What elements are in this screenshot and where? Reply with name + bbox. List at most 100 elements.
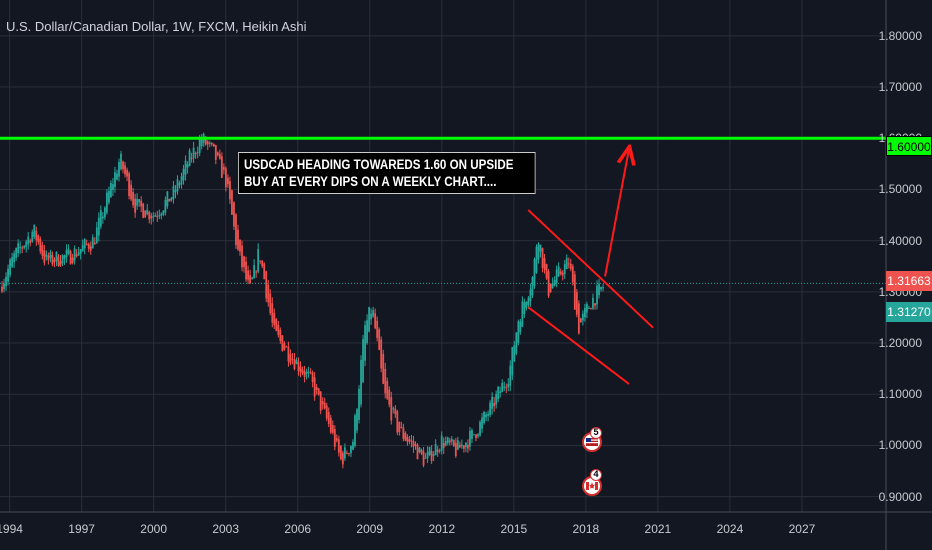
candle-body	[481, 417, 483, 429]
candle-body	[416, 444, 419, 460]
candle-body	[247, 270, 249, 280]
candle-body	[218, 153, 221, 159]
candle-body	[91, 237, 94, 249]
candle-body	[206, 141, 209, 145]
candle-body	[420, 449, 423, 454]
candle-body	[382, 354, 385, 384]
candle-body	[152, 216, 155, 218]
annotation-box[interactable]: USDCAD HEADING TOWAREDS 1.60 ON UPSIDE B…	[238, 152, 536, 194]
candle-body	[491, 396, 494, 409]
candle-body	[301, 369, 304, 374]
candle-body	[372, 310, 375, 317]
candle-body	[343, 447, 346, 459]
candle-body	[495, 393, 498, 405]
candle-body	[418, 447, 421, 453]
candle-body	[543, 258, 546, 271]
candle-body	[114, 172, 116, 188]
candle-body	[319, 391, 322, 411]
candle-body	[184, 160, 187, 175]
candle-body	[63, 255, 66, 260]
candle-body	[569, 263, 572, 269]
candle-body	[442, 443, 445, 448]
candle-body	[273, 312, 276, 326]
candle-body	[450, 438, 453, 442]
candle-body	[398, 421, 401, 433]
candle-body	[537, 243, 540, 260]
candle-body	[467, 444, 469, 449]
candle-body	[404, 433, 407, 441]
candle-body	[156, 215, 159, 217]
chart-title: U.S. Dollar/Canadian Dollar, 1W, FXCM, H…	[6, 19, 307, 34]
candle-body	[49, 252, 52, 258]
candle-body	[277, 324, 280, 335]
candle-body	[549, 283, 552, 293]
y-tick-label: 1.40000	[878, 233, 922, 248]
candle-body	[354, 415, 356, 446]
candle-body	[120, 153, 122, 170]
event-badge-us: 5	[590, 426, 602, 439]
candle-body	[194, 152, 197, 154]
candle-body	[281, 335, 284, 352]
candle-body	[239, 239, 241, 252]
candle-body	[170, 197, 173, 201]
candle-body	[118, 162, 120, 177]
candle-body	[168, 198, 171, 202]
candle-body	[555, 269, 558, 283]
candle-body	[79, 249, 82, 254]
candle-body	[182, 168, 185, 181]
candle-body	[475, 434, 477, 439]
candle-body	[142, 203, 145, 218]
channel-lower-line	[527, 306, 630, 385]
candle-body	[523, 302, 526, 315]
last-price-tag: 1.31663	[886, 271, 932, 291]
candle-body	[573, 274, 576, 310]
candle-body	[285, 346, 288, 348]
candle-body	[85, 243, 88, 245]
candle-body	[321, 400, 324, 405]
candle-body	[251, 277, 254, 280]
candle-body	[39, 238, 42, 252]
x-tick-label: 2009	[356, 522, 384, 536]
candle-body	[89, 246, 92, 251]
candle-body	[13, 253, 16, 263]
candle-body	[164, 199, 167, 213]
candle-body	[545, 264, 548, 279]
candle-body	[547, 271, 550, 296]
candle-body	[499, 391, 502, 394]
candle-body	[563, 264, 566, 275]
candle-body	[331, 425, 334, 433]
y-tick-label: 1.00000	[878, 438, 922, 453]
candle-body	[33, 224, 36, 237]
candle-body	[503, 386, 506, 388]
candle-body	[333, 428, 336, 447]
candle-body	[261, 260, 264, 267]
candle-body	[188, 150, 191, 166]
candle-body	[432, 454, 435, 457]
projection-arrow-line	[604, 148, 629, 277]
candle-body	[47, 255, 50, 261]
candle-body	[386, 381, 389, 399]
candle-body	[148, 211, 151, 220]
candle-body	[553, 280, 556, 286]
candle-body	[172, 185, 175, 199]
candle-body	[602, 287, 604, 289]
candle-body	[456, 440, 459, 450]
candle-body	[134, 198, 137, 213]
candle-body	[317, 388, 320, 395]
close-price-tag: 1.31270	[886, 302, 932, 322]
candle-body	[394, 408, 397, 415]
x-tick-label: 2021	[644, 522, 672, 536]
candle-body	[87, 243, 90, 249]
candle-body	[27, 236, 30, 245]
candle-body	[551, 283, 554, 288]
candle-body	[501, 383, 504, 393]
candle-body	[406, 436, 409, 442]
candle-body	[458, 444, 461, 448]
candle-body	[325, 405, 328, 419]
candle-body	[339, 445, 342, 460]
candle-body	[590, 308, 592, 310]
candle-body	[529, 289, 532, 302]
candle-body	[29, 240, 32, 243]
